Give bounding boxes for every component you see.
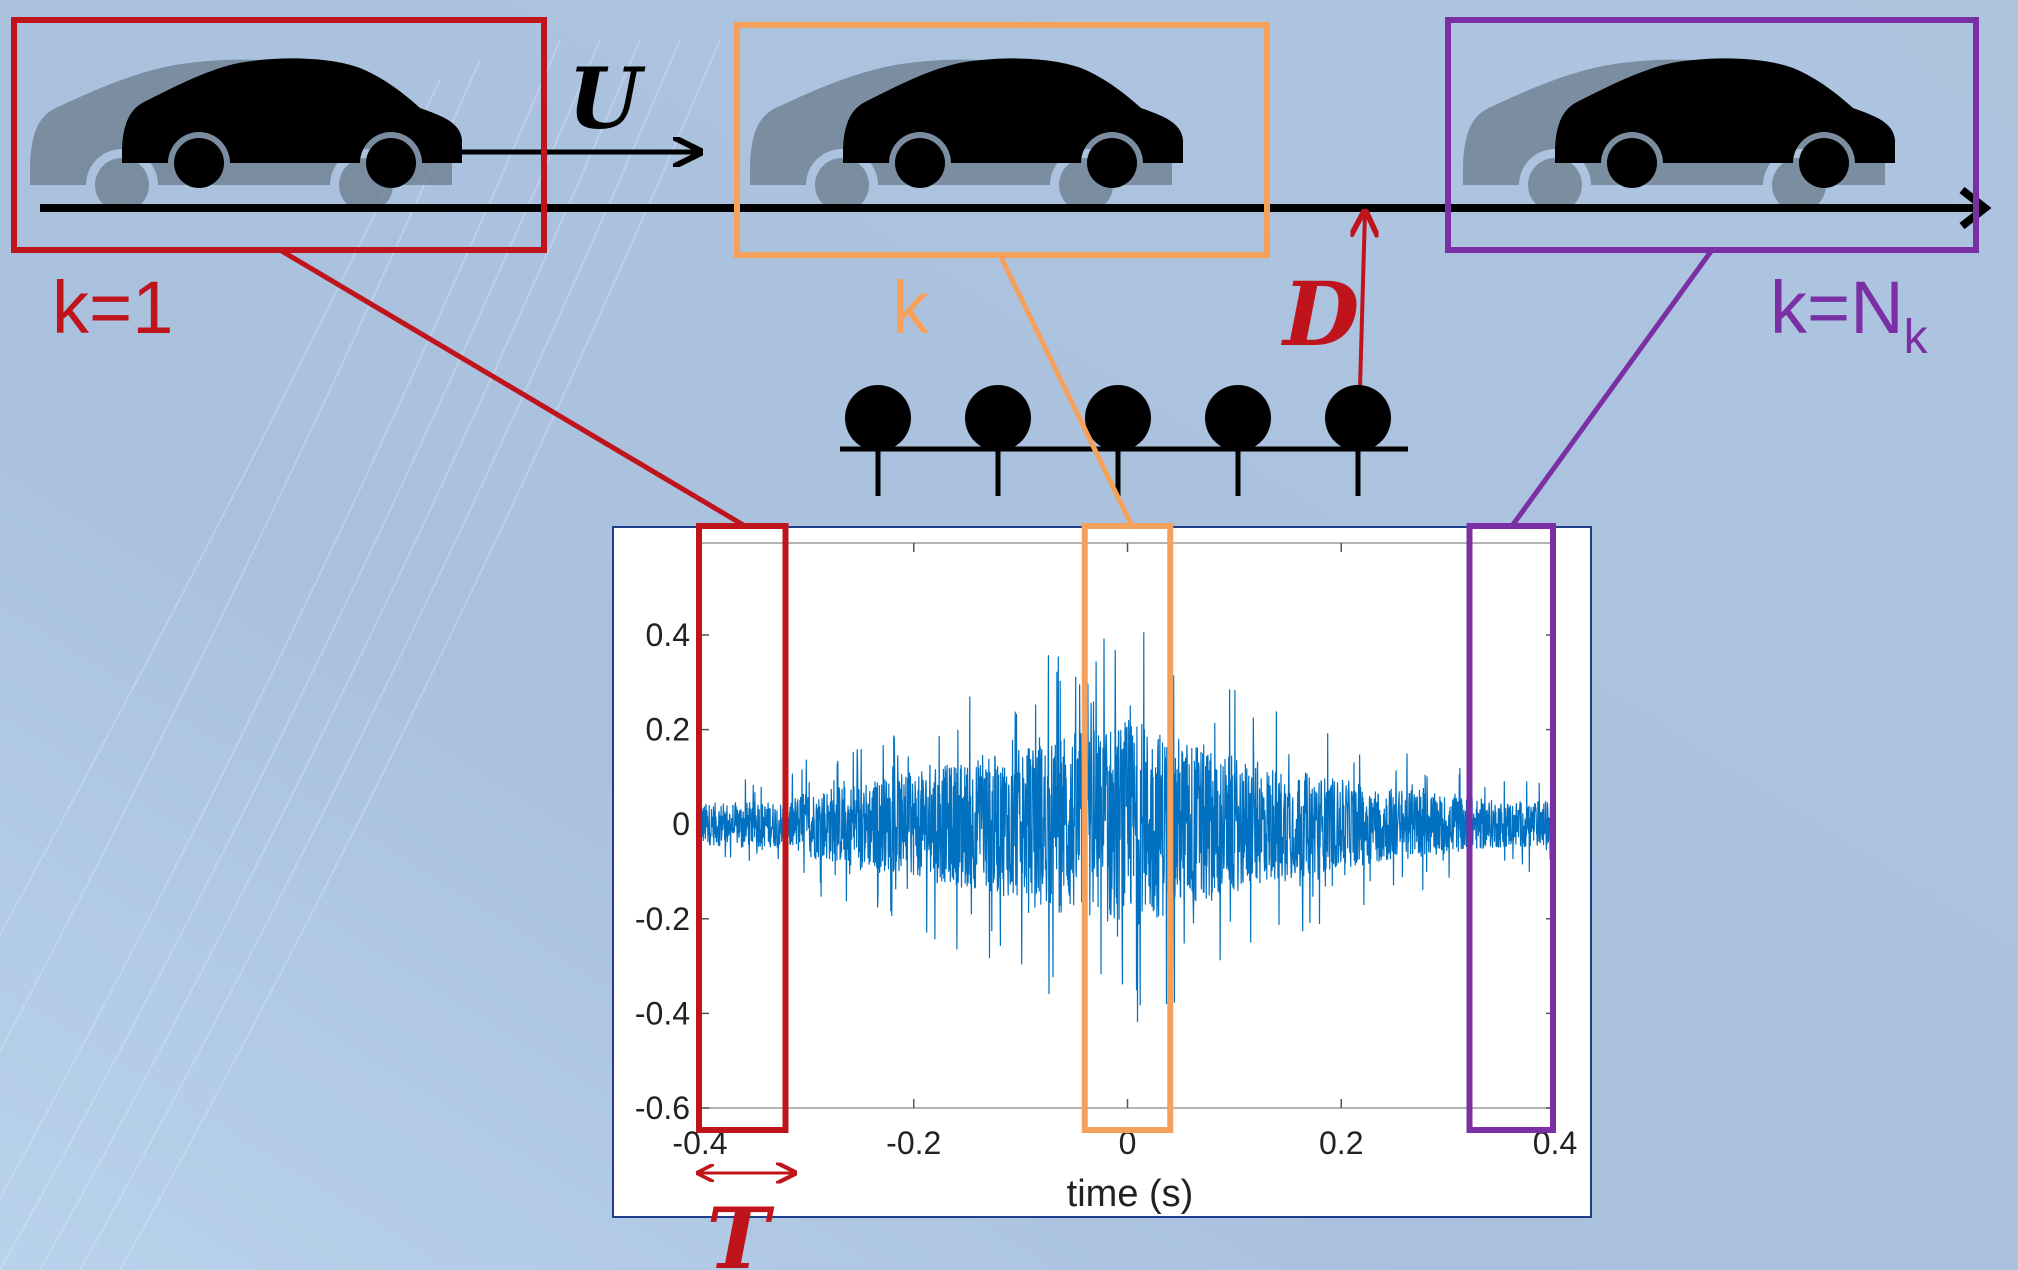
x-tick-label: -0.2 [886, 1125, 941, 1161]
connector-mid [997, 253, 1135, 528]
y-tick-label: 0.4 [646, 617, 690, 653]
road-axis-arrowhead [1959, 186, 1992, 230]
signal-line [699, 632, 1556, 1023]
window-width-label: T [707, 1189, 775, 1270]
signal-chart: -0.4 -0.2 0 0.2 0.40.40.20-0.2-0.4-0.6 time … [612, 526, 1592, 1218]
window-last [1466, 523, 1556, 1133]
y-tick-label: -0.6 [635, 1090, 690, 1126]
connector-last [1509, 248, 1715, 528]
microphone-icon [965, 385, 1031, 496]
label-k-mid: k [892, 266, 930, 349]
label-k-last-main: k=N [1770, 266, 1904, 349]
label-k-last: k=Nk [1770, 266, 1929, 364]
distance-arrow [1360, 212, 1365, 389]
microphone-array [840, 385, 1408, 496]
microphone-icon [1205, 385, 1271, 496]
y-tick-label: 0 [672, 806, 690, 842]
x-axis-label: time (s) [1067, 1173, 1194, 1215]
speed-label: U [568, 49, 646, 148]
y-tick-label: -0.2 [635, 901, 690, 937]
microphone-icon [1325, 385, 1391, 496]
microphone-icon [845, 385, 911, 496]
x-tick-label: 0 [1119, 1125, 1137, 1161]
frame-first [11, 17, 547, 253]
background-streaks [0, 39, 721, 1270]
label-k-last-subscript: k [1904, 311, 1929, 364]
microphone-icon [1085, 385, 1151, 496]
label-k-first: k=1 [52, 266, 173, 349]
analysis-windows [696, 523, 1556, 1133]
distance-label: D [1280, 262, 1359, 366]
y-tick-label: 0.2 [646, 712, 690, 748]
x-tick-label: 0.2 [1319, 1125, 1363, 1161]
y-tick-label: -0.4 [635, 995, 690, 1031]
window-first [696, 523, 789, 1133]
window-mid [1081, 523, 1174, 1133]
connector-first [278, 247, 747, 529]
signal-trace [699, 632, 1556, 1023]
